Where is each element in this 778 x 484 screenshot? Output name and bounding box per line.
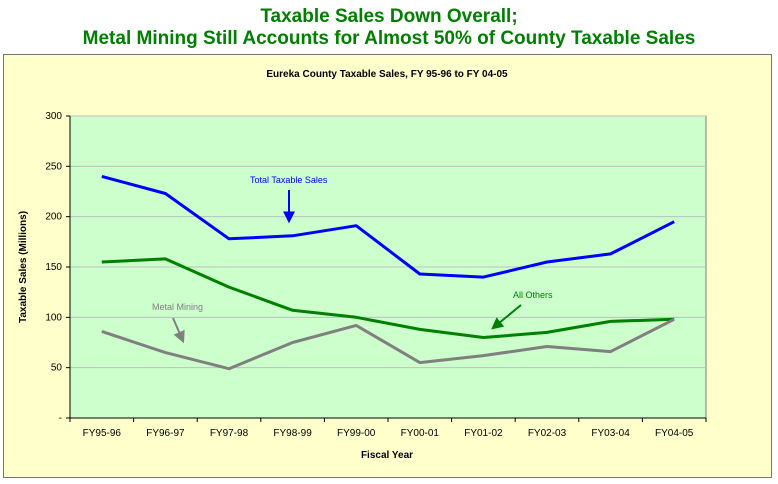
- annotation-metal-mining: Metal Mining: [152, 302, 203, 312]
- series-line-total-taxable-sales: [101, 174, 675, 279]
- line-chart: Eureka County Taxable Sales, FY 95-96 to…: [18, 69, 707, 461]
- x-tick-label: FY03-04: [591, 428, 630, 439]
- x-tick-label: FY02-03: [528, 428, 567, 439]
- y-tick-label: 50: [51, 363, 63, 374]
- x-tick-label: FY97-98: [210, 428, 249, 439]
- x-tick-label: FY98-99: [273, 428, 312, 439]
- x-axis-label: Fiscal Year: [361, 450, 413, 461]
- gridlines: [66, 115, 707, 422]
- headline-line-2: Metal Mining Still Accounts for Almost 5…: [82, 28, 696, 49]
- chart-title: Eureka County Taxable Sales, FY 95-96 to…: [266, 69, 508, 80]
- x-tick-label: FY95-96: [83, 428, 122, 439]
- y-tick-label: 200: [45, 212, 62, 223]
- y-tick-label: 100: [45, 312, 62, 323]
- annotation-arrow-metal: [172, 317, 185, 344]
- annotation-arrow-others: [491, 304, 522, 330]
- x-tick-label: FY96-97: [146, 428, 185, 439]
- y-tick-labels: - 50 100 150 200 250 300: [45, 111, 62, 424]
- x-tick-labels: FY95-96 FY96-97 FY97-98 FY98-99 FY99-00 FY00-…: [83, 428, 694, 439]
- y-tick-label: 150: [45, 262, 62, 273]
- annotation-all-others: All Others: [513, 290, 553, 300]
- y-tick-label: -: [59, 413, 62, 424]
- y-axis-label: Taxable Sales (Millions): [18, 211, 29, 323]
- y-tick-label: 250: [45, 161, 62, 172]
- x-tick-label: FY01-02: [464, 428, 503, 439]
- series-line-metal-mining: [101, 317, 675, 371]
- axes: [69, 116, 706, 419]
- headline-line-1: Taxable Sales Down Overall;: [260, 6, 518, 27]
- series-line-all-others: [101, 257, 675, 339]
- x-tick-label: FY04-05: [655, 428, 694, 439]
- annotation-total-taxable-sales: Total Taxable Sales: [250, 175, 328, 185]
- x-tick-label: FY99-00: [337, 428, 376, 439]
- series-lines: [101, 174, 675, 371]
- y-tick-label: 300: [45, 111, 62, 122]
- x-tick-label: FY00-01: [401, 428, 440, 439]
